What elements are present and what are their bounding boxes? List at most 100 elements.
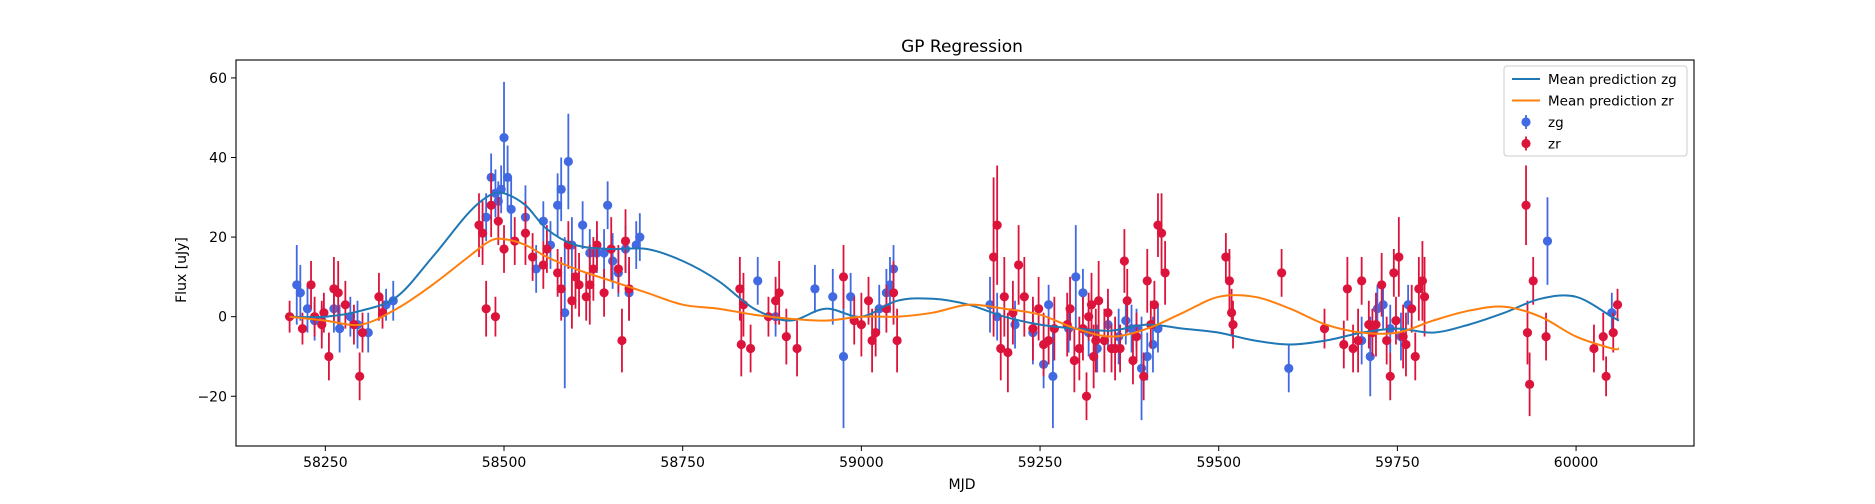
data-point-zg bbox=[506, 204, 516, 214]
legend: Mean prediction zg Mean prediction zr zg zr bbox=[1503, 65, 1688, 157]
data-point-zr bbox=[1419, 292, 1430, 302]
data-point-zr bbox=[1228, 320, 1238, 330]
data-point-zr bbox=[1221, 252, 1231, 262]
data-point-zr bbox=[1014, 260, 1024, 270]
legend-marker-swatch bbox=[1521, 138, 1531, 149]
data-point-zr bbox=[588, 264, 598, 274]
x-tick-label: 60000 bbox=[1554, 455, 1599, 471]
legend-label: Mean prediction zr bbox=[1548, 94, 1674, 110]
data-point-zg bbox=[499, 132, 509, 143]
x-tick-label: 58750 bbox=[660, 455, 705, 471]
data-point-zr bbox=[567, 296, 577, 306]
data-point-zr bbox=[1339, 339, 1349, 350]
data-point-zr bbox=[1156, 228, 1167, 238]
legend-label: Mean prediction zg bbox=[1548, 72, 1677, 88]
data-point-zg bbox=[302, 304, 313, 314]
data-point-zr bbox=[474, 220, 484, 230]
legend-marker-swatch bbox=[1521, 117, 1531, 127]
data-point-zr bbox=[1149, 300, 1159, 310]
data-point-zr bbox=[1069, 355, 1079, 366]
data-point-zr bbox=[1522, 327, 1533, 338]
data-point-zr bbox=[996, 343, 1006, 354]
data-point-zr bbox=[771, 296, 781, 306]
x-axis-label: MJD bbox=[949, 477, 976, 493]
data-point-zg bbox=[1365, 351, 1375, 362]
data-point-zg bbox=[295, 288, 305, 298]
axes: 58250 58500 58750 59000 59250 59500 59750 60000… bbox=[197, 59, 1695, 471]
x-tick-label: 59750 bbox=[1375, 455, 1420, 471]
data-point-zr bbox=[1028, 324, 1038, 334]
data-point-zr bbox=[1115, 343, 1125, 354]
data-point-zg bbox=[1078, 288, 1088, 298]
data-point-zr bbox=[1074, 343, 1084, 354]
legend-label: zr bbox=[1548, 137, 1561, 153]
data-point-zg bbox=[560, 308, 570, 318]
data-point-zr bbox=[357, 327, 368, 338]
data-point-zg bbox=[502, 172, 513, 182]
data-point-zr bbox=[1224, 276, 1235, 286]
x-tick-label: 58250 bbox=[303, 455, 348, 471]
data-point-zr bbox=[1065, 304, 1075, 314]
data-point-zr bbox=[781, 331, 791, 342]
x-tick-label: 59250 bbox=[1018, 455, 1063, 471]
data-point-zr bbox=[1391, 316, 1401, 326]
data-point-zg bbox=[810, 284, 820, 294]
data-point-zg bbox=[885, 280, 895, 290]
data-point-zr bbox=[774, 288, 784, 298]
data-point-zr bbox=[1122, 296, 1132, 306]
data-point-zg bbox=[1148, 339, 1158, 350]
data-point-zr bbox=[1139, 371, 1149, 381]
data-point-zr bbox=[556, 284, 566, 294]
data-point-zg bbox=[1044, 300, 1054, 310]
data-point-zr bbox=[1099, 335, 1109, 346]
data-point-zr bbox=[1034, 304, 1044, 314]
data-point-zr bbox=[1407, 304, 1417, 314]
data-point-zr bbox=[1131, 331, 1142, 342]
data-point-zr bbox=[1342, 284, 1352, 294]
data-point-zr bbox=[1371, 320, 1381, 330]
data-point-zg bbox=[1071, 272, 1081, 282]
data-point-zr bbox=[1528, 276, 1538, 286]
data-point-zr bbox=[1521, 200, 1531, 210]
data-point-zr bbox=[617, 335, 627, 346]
data-point-zg bbox=[1378, 300, 1388, 310]
data-point-zr bbox=[1598, 331, 1608, 342]
data-point-zg bbox=[553, 200, 563, 210]
legend-entry-zg: zg bbox=[1521, 115, 1564, 131]
data-point-zr bbox=[1385, 371, 1395, 381]
x-tick-label: 58500 bbox=[482, 455, 527, 471]
data-point-zr bbox=[620, 236, 631, 246]
data-point-zr bbox=[538, 260, 548, 270]
data-point-zr bbox=[319, 308, 329, 318]
data-point-zr bbox=[838, 272, 849, 282]
data-point-zr bbox=[574, 280, 584, 290]
data-point-zr bbox=[613, 264, 623, 274]
data-point-zr bbox=[333, 288, 343, 298]
data-point-zr bbox=[490, 312, 501, 322]
data-point-zg bbox=[1121, 316, 1131, 326]
data-point-zr bbox=[355, 371, 365, 381]
data-point-zg bbox=[846, 292, 856, 302]
data-point-zr bbox=[1377, 280, 1387, 290]
data-point-zr bbox=[1410, 351, 1420, 362]
data-point-zr bbox=[520, 228, 531, 238]
data-point-zr bbox=[1119, 256, 1129, 266]
data-point-zr bbox=[486, 200, 496, 210]
data-point-zg bbox=[1048, 371, 1058, 381]
legend-box bbox=[1503, 65, 1688, 157]
data-point-zr bbox=[1612, 300, 1623, 310]
data-point-zr bbox=[1153, 220, 1163, 230]
data-point-zr bbox=[581, 292, 591, 302]
data-point-zr bbox=[1414, 284, 1424, 294]
data-point-zg bbox=[1142, 351, 1152, 362]
data-point-zr bbox=[1353, 335, 1363, 346]
data-point-zr bbox=[888, 288, 899, 298]
data-point-zg bbox=[563, 156, 573, 167]
data-point-zg bbox=[631, 240, 641, 250]
data-point-zg bbox=[578, 220, 588, 230]
chart-title: GP Regression bbox=[901, 37, 1023, 57]
legend-entry-zr: zr bbox=[1521, 136, 1561, 153]
data-point-zr bbox=[1608, 327, 1618, 338]
data-point-zg bbox=[481, 212, 491, 222]
legend-entry-mean-prediction-zr: Mean prediction zr bbox=[1512, 94, 1674, 110]
